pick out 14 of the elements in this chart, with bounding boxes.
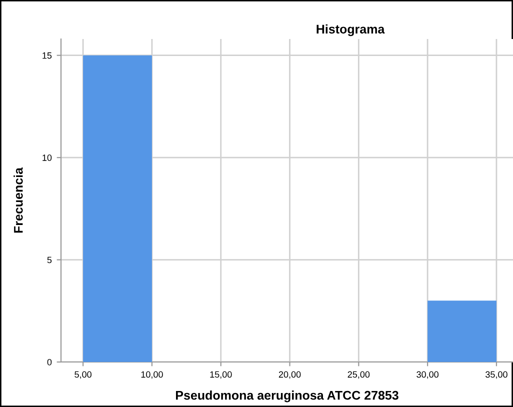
x-tick-label: 20,00 (278, 371, 301, 379)
x-tick-label: 25,00 (348, 371, 370, 379)
x-tick-label: 15,00 (210, 371, 232, 379)
x-axis-title: Pseudomona aeruginosa ATCC 27853 (176, 390, 398, 402)
y-axis-title: Frecuencia (14, 167, 23, 233)
x-tick-label: 35,00 (486, 371, 508, 379)
x-tick-label: 10,00 (141, 371, 163, 379)
chart-title: Histograma (316, 24, 385, 36)
y-tick-label: 15 (42, 52, 52, 59)
x-tick-label: 5,00 (74, 371, 92, 379)
y-tick-label: 10 (42, 154, 52, 161)
y-tick-label: 5 (47, 256, 52, 264)
x-tick-label: 30,00 (416, 371, 439, 379)
y-tick-label: 0 (47, 358, 52, 366)
